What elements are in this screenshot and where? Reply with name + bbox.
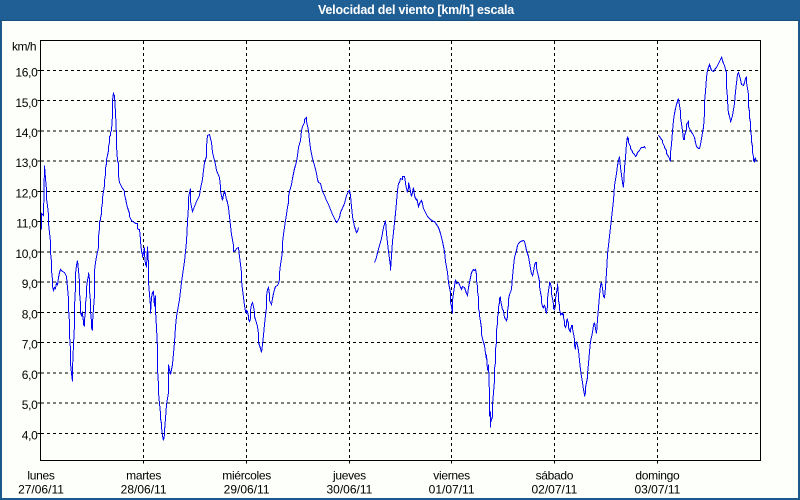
svg-text:14,0: 14,0 — [15, 126, 38, 140]
svg-text:01/07/11: 01/07/11 — [429, 483, 475, 497]
svg-text:km/h: km/h — [12, 40, 36, 54]
svg-text:30/06/11: 30/06/11 — [326, 483, 372, 497]
svg-text:5,0: 5,0 — [22, 398, 38, 412]
svg-text:4,0: 4,0 — [22, 428, 38, 442]
svg-text:domingo: domingo — [635, 469, 680, 483]
svg-text:29/06/11: 29/06/11 — [224, 483, 270, 497]
svg-text:jueves: jueves — [332, 469, 366, 483]
svg-text:03/07/11: 03/07/11 — [634, 483, 680, 497]
svg-text:sábado: sábado — [536, 469, 574, 483]
svg-text:12,0: 12,0 — [15, 187, 38, 201]
svg-text:11,0: 11,0 — [16, 217, 38, 231]
svg-text:7,0: 7,0 — [22, 338, 38, 352]
svg-text:6,0: 6,0 — [22, 368, 38, 382]
svg-text:8,0: 8,0 — [22, 307, 38, 321]
svg-text:15,0: 15,0 — [15, 96, 38, 110]
svg-text:28/06/11: 28/06/11 — [121, 483, 167, 497]
svg-text:13,0: 13,0 — [15, 156, 38, 170]
svg-text:viernes: viernes — [433, 469, 470, 483]
svg-text:16,0: 16,0 — [15, 66, 38, 80]
svg-text:02/07/11: 02/07/11 — [531, 483, 577, 497]
svg-text:9,0: 9,0 — [22, 277, 38, 291]
svg-text:lunes: lunes — [27, 469, 54, 483]
svg-text:10,0: 10,0 — [15, 247, 38, 261]
svg-text:27/06/11: 27/06/11 — [18, 483, 64, 497]
svg-text:miércoles: miércoles — [222, 469, 271, 483]
svg-text:martes: martes — [126, 469, 161, 483]
